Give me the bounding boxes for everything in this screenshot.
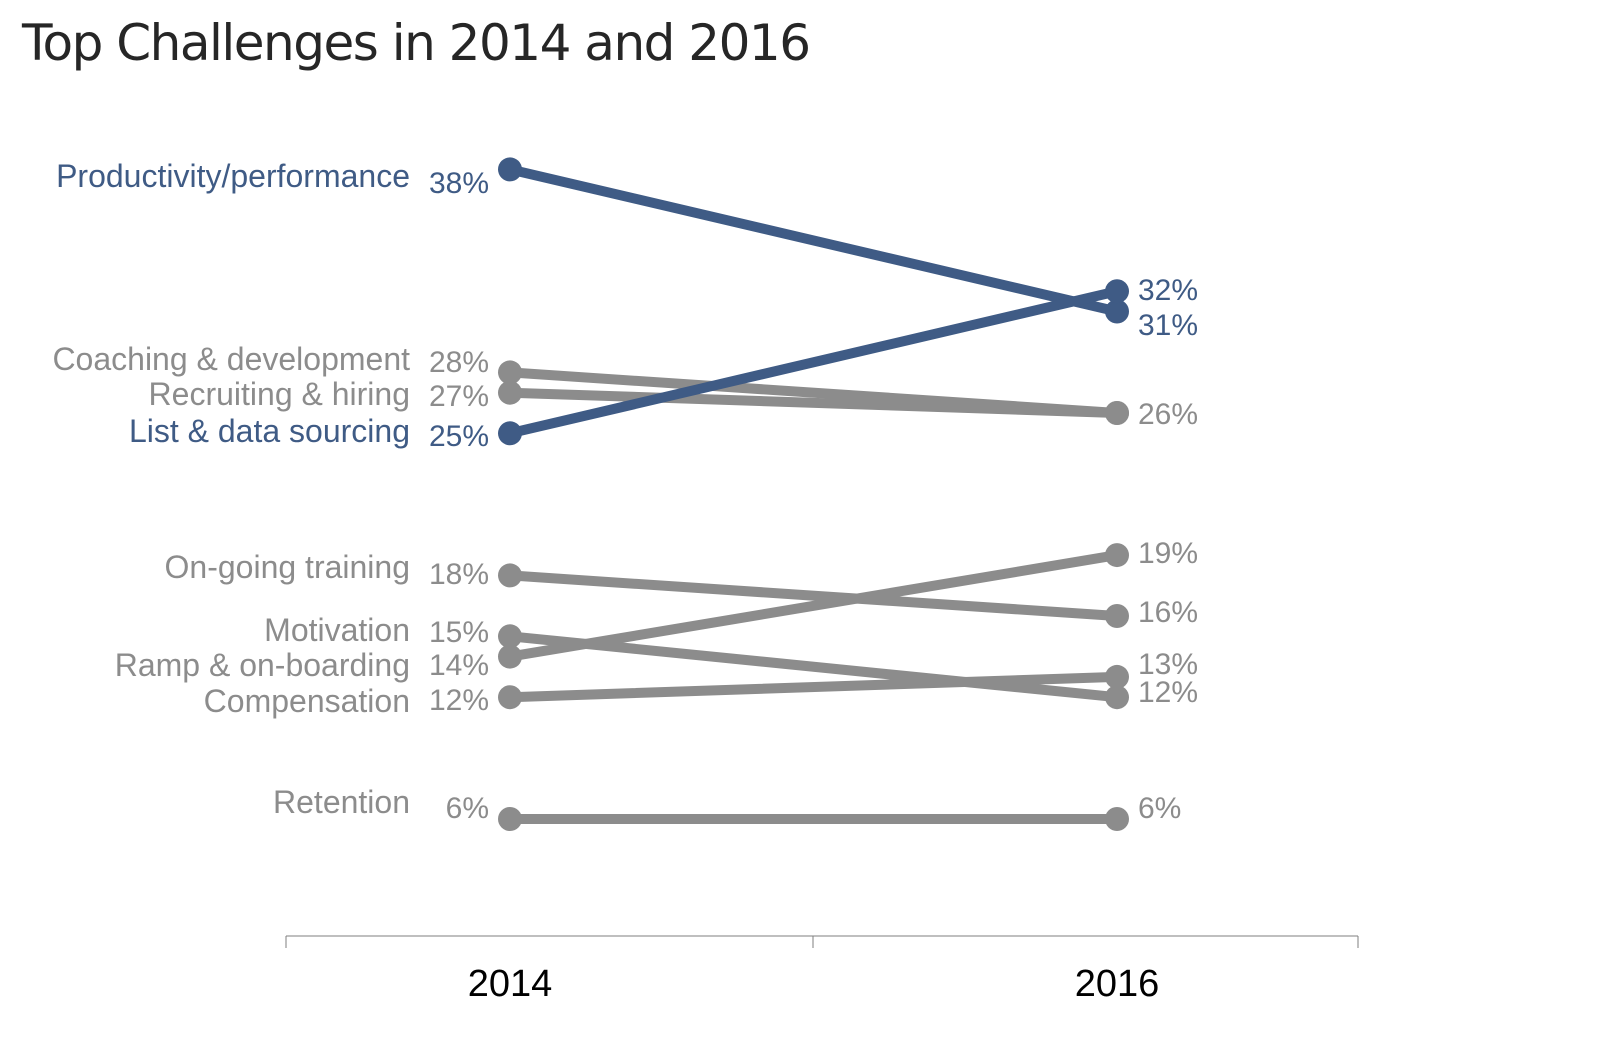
series-name-ramp-on-boarding: Ramp & on-boarding xyxy=(115,647,410,683)
chart-title: Top Challenges in 2014 and 2016 xyxy=(22,14,811,72)
value-2016-label-4: 16% xyxy=(1138,596,1198,629)
value-2014-productivity-performance: 38% xyxy=(429,167,489,200)
value-2014-retention: 6% xyxy=(446,792,489,825)
series-line-on-going-training xyxy=(505,570,1122,621)
series-line-motivation xyxy=(505,631,1122,703)
series-line-recruiting-hiring xyxy=(505,387,1122,418)
series-line-list-data-sourcing xyxy=(505,286,1122,439)
x-axis: 2014 2016 xyxy=(285,935,1359,1005)
value-2016-label-1: 31% xyxy=(1138,309,1198,342)
series-name-on-going-training: On-going training xyxy=(165,549,410,585)
series-name-list-data-sourcing: List & data sourcing xyxy=(129,413,410,449)
marker-2014-recruiting-hiring xyxy=(498,380,522,405)
data-labels: Productivity/performance 38% Coaching & de… xyxy=(52,158,1198,825)
value-2014-ramp-on-boarding: 14% xyxy=(429,649,489,682)
marker-2016-on-going-training xyxy=(1105,604,1129,628)
value-2016-label-0: 32% xyxy=(1138,274,1198,307)
marker-2014-motivation xyxy=(498,624,522,649)
series-markers xyxy=(498,157,1129,831)
value-2014-list-data-sourcing: 25% xyxy=(429,420,489,453)
marker-2016-retention xyxy=(1105,807,1129,831)
series-name-motivation: Motivation xyxy=(264,612,410,648)
marker-2016-recruiting-hiring xyxy=(1105,401,1129,425)
marker-2016-productivity-performance xyxy=(1105,299,1129,324)
value-2016-label-2: 26% xyxy=(1138,398,1198,431)
series-line-ramp-on-boarding xyxy=(505,550,1122,662)
marker-2014-productivity-performance xyxy=(498,157,522,182)
value-2016-label-6: 12% xyxy=(1138,676,1198,709)
value-2016-label-7: 6% xyxy=(1138,792,1181,825)
series-name-coaching-development: Coaching & development xyxy=(52,341,410,377)
value-2014-on-going-training: 18% xyxy=(429,558,489,591)
marker-2014-retention xyxy=(498,807,522,831)
marker-2016-motivation xyxy=(1105,685,1129,710)
x-tick-label-2016: 2016 xyxy=(1075,963,1160,1005)
x-tick-label-2014: 2014 xyxy=(468,963,553,1005)
marker-2014-list-data-sourcing xyxy=(498,421,522,446)
marker-2014-coaching-development xyxy=(498,360,522,385)
marker-2016-list-data-sourcing xyxy=(1105,279,1129,304)
series-name-recruiting-hiring: Recruiting & hiring xyxy=(149,376,410,412)
value-2014-motivation: 15% xyxy=(429,616,489,649)
series-name-compensation: Compensation xyxy=(204,683,410,719)
marker-2016-compensation xyxy=(1105,664,1129,689)
marker-2014-on-going-training xyxy=(498,563,522,588)
series-name-retention: Retention xyxy=(273,784,410,820)
series-lines xyxy=(505,164,1122,824)
marker-2014-ramp-on-boarding xyxy=(498,644,522,669)
series-line-productivity-performance xyxy=(505,164,1122,317)
value-2014-recruiting-hiring: 27% xyxy=(429,380,489,413)
series-name-productivity-performance: Productivity/performance xyxy=(56,158,410,194)
marker-2016-ramp-on-boarding xyxy=(1105,543,1129,568)
value-2014-coaching-development: 28% xyxy=(429,346,489,379)
value-2016-label-3: 19% xyxy=(1138,537,1198,570)
series-line-compensation xyxy=(505,671,1122,703)
value-2014-compensation: 12% xyxy=(429,684,489,717)
marker-2014-compensation xyxy=(498,685,522,710)
value-2016-label-5: 13% xyxy=(1138,648,1198,681)
